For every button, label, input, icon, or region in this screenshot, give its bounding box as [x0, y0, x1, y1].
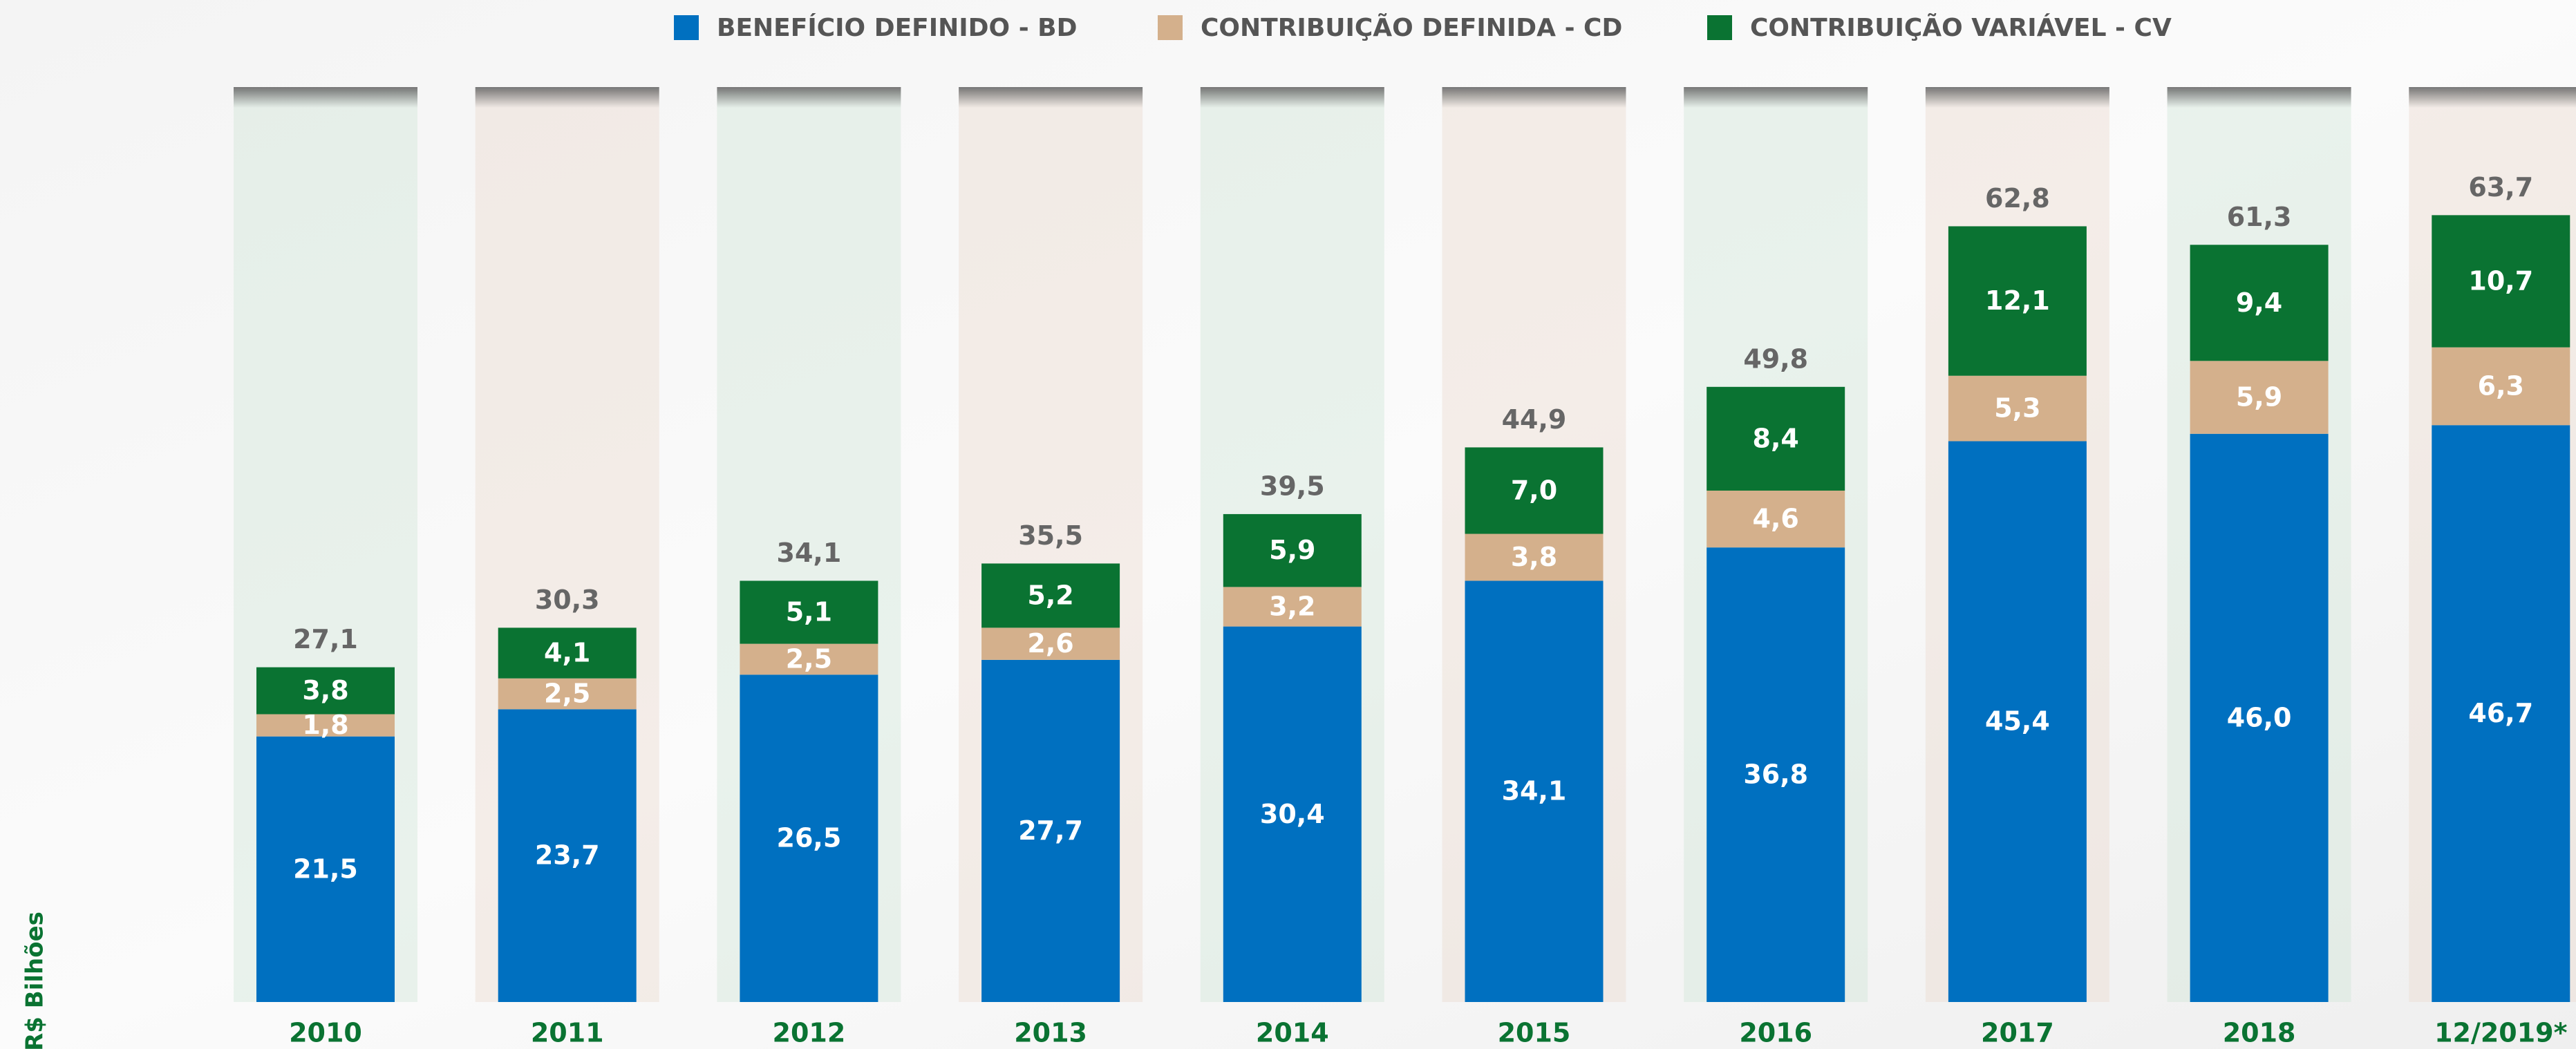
bar-segment	[1707, 490, 1845, 548]
legend-swatch	[1707, 15, 1732, 40]
value-label: 12,1	[1985, 285, 2050, 316]
bar-segment	[1948, 226, 2087, 376]
column-shade	[475, 87, 659, 108]
value-label: 46,7	[2468, 698, 2533, 728]
bar-segment	[1948, 441, 2087, 1002]
x-tick-label: 2015	[1498, 1018, 1571, 1048]
value-label: 5,9	[1269, 535, 1315, 565]
bar-segment	[2190, 245, 2329, 361]
value-label: 5,2	[1027, 580, 1073, 610]
value-label: 2,5	[544, 679, 590, 709]
legend-swatch	[674, 15, 699, 40]
bar-segment	[1223, 513, 1362, 587]
bar-segment	[2432, 425, 2570, 1002]
value-label: 27,7	[1018, 815, 1083, 846]
bar-segment	[256, 667, 395, 715]
bar-segment	[498, 627, 637, 679]
legend-swatch	[1158, 15, 1183, 40]
column-shade	[2167, 87, 2351, 108]
bar-segment	[2190, 361, 2329, 434]
legend-label: CONTRIBUIÇÃO DEFINIDA - CD	[1201, 13, 1622, 42]
value-label: 10,7	[2468, 265, 2533, 296]
x-tick-label: 2013	[1014, 1018, 1087, 1048]
value-label: 4,1	[544, 638, 590, 668]
value-label: 5,9	[2236, 382, 2282, 413]
total-label: 27,1	[293, 624, 358, 654]
column-shade	[1200, 87, 1384, 108]
value-label: 1,8	[302, 710, 348, 740]
column-shade	[1442, 87, 1626, 108]
column-shade	[2409, 87, 2576, 108]
x-tick-label: 2016	[1739, 1018, 1812, 1048]
value-label: 5,3	[1994, 393, 2040, 424]
total-label: 62,8	[1985, 183, 2050, 214]
y-axis-label: R$ Bilhões	[21, 911, 49, 1049]
total-label: 39,5	[1260, 471, 1325, 501]
total-label: 34,1	[777, 538, 842, 568]
bar-segment	[1707, 547, 1845, 1002]
x-tick-label: 2017	[1981, 1018, 2054, 1048]
value-label: 9,4	[2236, 287, 2282, 318]
bar-segment	[740, 674, 878, 1002]
total-label: 30,3	[535, 585, 600, 615]
bar-segment	[981, 627, 1120, 660]
bar-segment	[740, 643, 878, 675]
value-label: 7,0	[1511, 475, 1557, 505]
bar-segment	[740, 580, 878, 644]
column-shade	[959, 87, 1143, 108]
value-label: 45,4	[1985, 706, 2050, 737]
bar-segment	[1465, 580, 1604, 1002]
bar-segment	[2190, 433, 2329, 1002]
x-tick-label: 2012	[773, 1018, 846, 1048]
value-label: 21,5	[293, 853, 358, 884]
total-label: 44,9	[1502, 404, 1567, 435]
bar-segment	[1223, 587, 1362, 627]
value-label: 26,5	[777, 823, 842, 853]
total-label: 63,7	[2468, 172, 2533, 202]
x-tick-label: 2014	[1256, 1018, 1329, 1048]
column-shade	[1925, 87, 2109, 108]
value-label: 30,4	[1260, 799, 1325, 829]
value-label: 36,8	[1743, 759, 1808, 790]
total-label: 61,3	[2227, 202, 2292, 232]
value-label: 6,3	[2478, 370, 2524, 401]
bar-segment	[2432, 215, 2570, 348]
bar-segment	[498, 709, 637, 1002]
bar-segment	[498, 678, 637, 710]
bar-segment	[256, 714, 395, 737]
bar-segment	[981, 563, 1120, 628]
x-tick-label: 2018	[2223, 1018, 2296, 1048]
column-shade	[234, 87, 417, 108]
x-tick-label: 12/2019*	[2434, 1018, 2568, 1048]
value-label: 3,8	[1511, 542, 1557, 572]
x-tick-label: 2010	[289, 1018, 362, 1048]
x-tick-label: 2011	[531, 1018, 604, 1048]
column-shade	[1684, 87, 1868, 108]
value-label: 4,6	[1753, 504, 1799, 534]
value-label: 46,0	[2227, 702, 2292, 733]
value-label: 2,6	[1027, 628, 1073, 659]
value-label: 3,8	[302, 675, 348, 706]
bar-segment	[1223, 626, 1362, 1002]
value-label: 34,1	[1502, 776, 1567, 806]
total-label: 49,8	[1743, 343, 1808, 374]
bar-segment	[1465, 447, 1604, 534]
value-label: 2,5	[786, 643, 832, 674]
bar-segment	[256, 736, 395, 1002]
legend-label: CONTRIBUIÇÃO VARIÁVEL - CV	[1750, 13, 2172, 42]
bar-segment	[1948, 375, 2087, 442]
bar-segment	[1707, 386, 1845, 491]
value-label: 8,4	[1753, 423, 1799, 453]
bar-segment	[2432, 347, 2570, 426]
value-label: 23,7	[535, 840, 600, 871]
column-shade	[717, 87, 901, 108]
bar-segment	[1465, 533, 1604, 581]
value-label: 3,2	[1269, 592, 1315, 622]
total-label: 35,5	[1018, 520, 1083, 551]
bar-segment	[981, 659, 1120, 1002]
legend-label: BENEFÍCIO DEFINIDO - BD	[717, 13, 1078, 42]
value-label: 5,1	[786, 597, 832, 627]
